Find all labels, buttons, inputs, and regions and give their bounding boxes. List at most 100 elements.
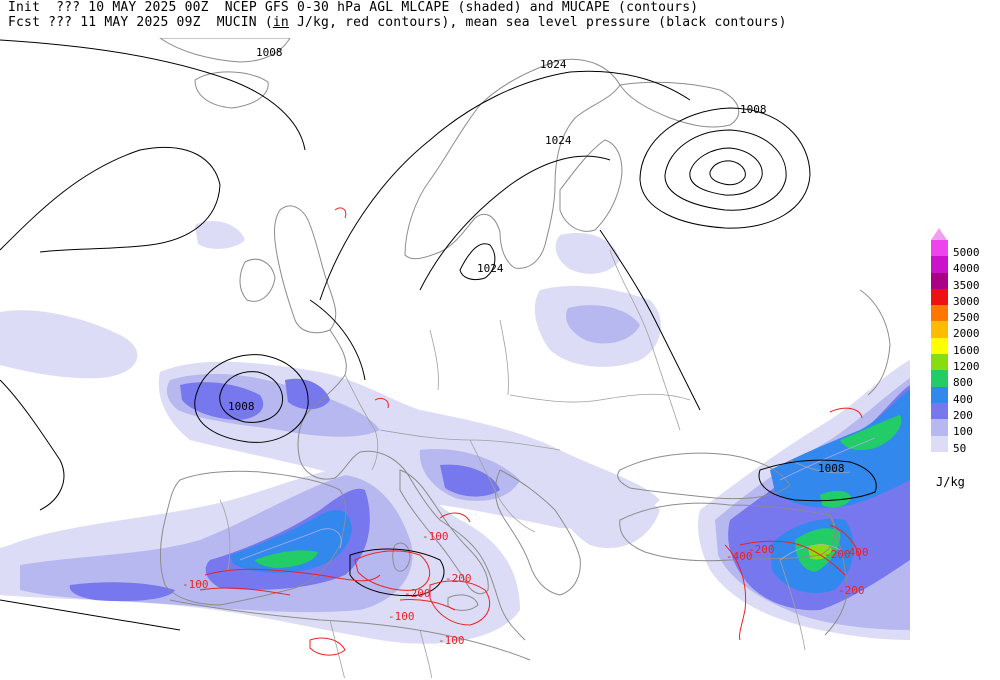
cin-label: -400 xyxy=(726,550,753,563)
border-iberia xyxy=(219,499,231,571)
legend-swatch xyxy=(931,272,948,289)
legend-label: 2000 xyxy=(953,327,980,341)
legend-swatch xyxy=(931,370,948,387)
cape-area-turkey-5 xyxy=(840,415,902,450)
isobar-1008-france-inner xyxy=(219,371,284,423)
cin-contour-scotland xyxy=(334,207,347,219)
legend-overflow-arrow xyxy=(931,228,947,240)
coast-ireland xyxy=(239,258,276,302)
border-africa-2 xyxy=(419,629,433,678)
isobars xyxy=(0,39,877,631)
cin-contour-italy xyxy=(439,512,471,523)
coast-greenland xyxy=(159,38,291,63)
border-mideast xyxy=(779,559,806,651)
isobar-1008-low-outer xyxy=(639,107,811,229)
legend-label: 400 xyxy=(953,392,973,406)
legend-row: 50 xyxy=(928,435,994,455)
isobar-atlantic-w xyxy=(0,379,65,511)
header-line-2-in: in xyxy=(272,15,289,30)
isobar-label: 1024 xyxy=(477,262,504,275)
legend-row: 3500 xyxy=(928,272,994,292)
isobar-label: 1024 xyxy=(540,58,567,71)
isobar-1008-low-2 xyxy=(664,129,787,211)
forecast-time: Fcst ??? 11 MAY 2025 09Z xyxy=(8,15,201,30)
legend-swatch xyxy=(931,402,948,420)
coast-iberia xyxy=(159,470,347,606)
legend-row: 3000 xyxy=(928,288,994,308)
legend-label: 3000 xyxy=(953,294,980,308)
cin-contour-med-1 xyxy=(354,550,430,591)
legend-label: 1600 xyxy=(953,343,980,357)
coastlines xyxy=(159,38,891,661)
legend-label: 200 xyxy=(953,408,973,422)
legend-row: 1200 xyxy=(928,354,994,374)
coast-levant xyxy=(824,514,849,636)
country-borders xyxy=(219,249,851,678)
header-line-2-post: J/kg, red contours), mean sea level pres… xyxy=(288,15,787,30)
isobar-1008-low-3 xyxy=(689,147,763,196)
cape-area-russia-2 xyxy=(565,305,640,344)
border-fr-de xyxy=(344,374,379,471)
isobar-1024-sweden xyxy=(459,243,496,281)
coast-black-sea xyxy=(617,452,791,500)
cape-area-spain-4 xyxy=(230,510,352,573)
legend-row: 4000 xyxy=(928,256,994,275)
border-de-pl xyxy=(429,329,439,391)
isobar-1024-scand xyxy=(319,70,691,301)
cape-area-baltic xyxy=(555,232,620,274)
legend-swatch xyxy=(931,435,948,452)
cin-label: -100 xyxy=(388,610,415,623)
color-legend: 5000 4000 3500 3000 2500 2000 1600 1200 800 400 20… xyxy=(928,240,994,455)
legend-swatch xyxy=(931,256,948,273)
cin-contour-levant-2 xyxy=(739,540,846,576)
legend-label: 50 xyxy=(953,441,967,455)
legend-label: 100 xyxy=(953,425,973,439)
cin-label: -200 xyxy=(404,587,431,600)
legend-label: 800 xyxy=(953,376,973,390)
isobar-label: 1008 xyxy=(228,400,255,413)
isobar-1008-low-4 xyxy=(709,160,746,186)
isobar-africa xyxy=(0,599,181,631)
cin-contour-france xyxy=(374,397,389,409)
legend-row: 200 xyxy=(928,402,994,422)
legend-swatch xyxy=(931,288,948,306)
cin-contour-levant-3 xyxy=(829,524,861,561)
isobar-central xyxy=(309,299,366,381)
isobar-1024-baltic xyxy=(419,155,611,291)
cin-contour-med-2 xyxy=(429,580,490,626)
legend-row: 400 xyxy=(928,386,994,406)
coast-italy xyxy=(399,469,489,595)
coast-n-africa xyxy=(169,599,531,661)
cin-label: -100 xyxy=(182,578,209,591)
legend-units: J/kg xyxy=(936,475,965,489)
cin-contour-levant xyxy=(724,544,747,641)
cin-label: -100 xyxy=(438,634,465,647)
coast-sardinia xyxy=(392,542,411,572)
cin-label: -200 xyxy=(824,548,851,561)
border-balkan xyxy=(469,439,536,533)
cin-contour-spain-2 xyxy=(199,587,291,596)
isobar-med-low xyxy=(349,548,445,597)
legend-row: 2500 xyxy=(928,305,994,324)
cape-shading xyxy=(0,220,910,644)
header-line-2: Fcst ??? 11 MAY 2025 09Z MUCIN (in J/kg,… xyxy=(8,15,787,30)
mucape-contours xyxy=(239,437,876,561)
init-time: Init ??? 10 MAY 2025 00Z xyxy=(8,0,209,15)
mucape-contour-spain xyxy=(239,528,342,561)
legend-label: 1200 xyxy=(953,360,980,374)
legend-swatch xyxy=(931,321,948,338)
cape-area-atlantic xyxy=(0,310,138,379)
border-africa-1 xyxy=(329,619,345,678)
legend-swatch xyxy=(931,386,948,403)
legend-swatch xyxy=(931,419,948,436)
header-line-2-pre: MUCIN ( xyxy=(216,15,273,30)
cin-label: -100 xyxy=(422,530,449,543)
cin-contour-caucasus xyxy=(829,407,863,419)
cin-labels: -100 -100 -200 -200 -100 -100 -200 -400 … xyxy=(182,530,869,647)
cin-contour-africa-1 xyxy=(309,637,346,656)
cape-area-balkans xyxy=(558,477,660,549)
coast-finland xyxy=(559,139,623,232)
border-ru xyxy=(609,249,681,431)
coast-iceland xyxy=(194,71,269,109)
